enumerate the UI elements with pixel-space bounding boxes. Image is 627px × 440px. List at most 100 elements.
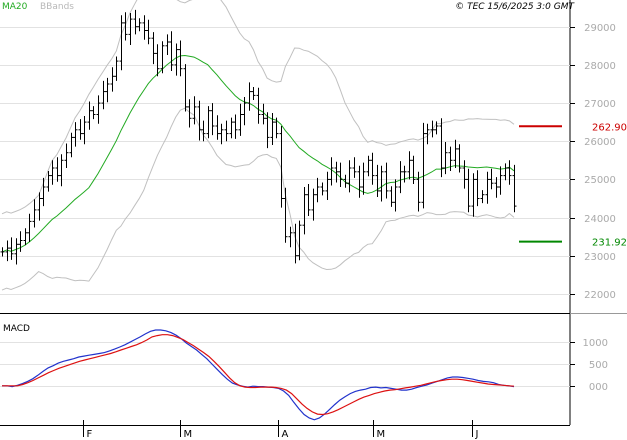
price-bar <box>398 161 403 194</box>
price-bar <box>151 32 156 65</box>
price-bar <box>411 155 416 184</box>
macd-lines <box>2 329 515 421</box>
price-bar <box>14 238 19 265</box>
month-label: F <box>87 429 93 440</box>
price-tick-label: 27000 <box>584 99 616 110</box>
price-bar <box>265 112 270 149</box>
macd-gridlines <box>0 342 575 387</box>
price-bar <box>247 82 252 111</box>
price-tick-label: 23000 <box>584 252 616 263</box>
price-bar <box>192 96 197 125</box>
price-bar <box>439 118 444 178</box>
price-bar <box>238 103 243 136</box>
price-bar <box>379 165 384 202</box>
price-bar <box>32 199 37 228</box>
price-bar <box>224 120 229 142</box>
price-bar <box>288 226 293 248</box>
price-bar <box>498 166 503 195</box>
price-bar <box>512 164 517 213</box>
price-bar <box>242 97 247 126</box>
price-bar <box>475 170 480 207</box>
price-bar <box>23 228 28 246</box>
price-bar <box>457 144 462 173</box>
ma20-line <box>1 54 515 253</box>
price-bar <box>347 160 352 193</box>
price-bar <box>279 126 284 208</box>
price-bar <box>283 187 288 243</box>
price-bar <box>82 116 87 145</box>
price-tick-label: 25000 <box>584 175 616 186</box>
price-bar <box>87 101 92 130</box>
price-bar <box>293 223 298 264</box>
macd-series-signal <box>2 334 515 416</box>
macd-tick-label: 500 <box>589 360 608 371</box>
price-bar <box>489 168 494 190</box>
price-bar <box>178 40 183 77</box>
month-label: A <box>282 429 289 440</box>
price-bar <box>256 87 261 124</box>
price-bar <box>357 165 362 198</box>
price-bar <box>334 161 339 183</box>
price-bar <box>46 171 51 192</box>
legend-bbands: BBands <box>40 2 74 12</box>
price-tick-label: 26000 <box>584 137 616 148</box>
price-bar <box>466 168 471 213</box>
macd-y-axis-labels: 000 500 1000 <box>583 338 608 393</box>
price-bar <box>453 139 458 168</box>
price-bar <box>471 173 476 217</box>
price-tick-label: 22000 <box>584 290 616 301</box>
price-bar <box>480 190 485 204</box>
price-bar <box>41 177 46 207</box>
bband-lower <box>1 107 515 291</box>
price-bar <box>507 160 512 185</box>
price-bar <box>407 151 412 180</box>
price-bars <box>0 9 517 265</box>
price-bar <box>315 177 320 203</box>
price-bar <box>443 142 448 175</box>
price-bar <box>146 19 151 45</box>
price-bar <box>169 31 174 71</box>
price-bar <box>338 162 343 187</box>
price-bar <box>174 43 179 76</box>
price-bar <box>73 122 78 147</box>
price-bar <box>233 114 238 139</box>
price-bar <box>18 231 23 252</box>
price-bar <box>494 177 499 198</box>
macd-tick-label: 000 <box>589 382 608 393</box>
price-bar <box>155 44 160 77</box>
price-bar <box>0 247 5 257</box>
price-bar <box>78 119 83 140</box>
price-bar <box>201 120 206 142</box>
price-bar <box>133 9 138 35</box>
price-bar <box>329 157 334 186</box>
price-bar <box>219 123 224 145</box>
price-bar <box>416 171 421 212</box>
price-bar <box>251 87 256 100</box>
price-bar <box>375 164 380 197</box>
price-gridlines <box>0 27 575 295</box>
price-bar <box>393 179 398 212</box>
price-bar <box>462 160 467 189</box>
ma20-polyline <box>1 54 515 253</box>
price-bar <box>343 174 348 188</box>
price-bar <box>128 13 133 45</box>
price-bar <box>5 240 10 262</box>
price-bar <box>55 157 60 182</box>
price-bar <box>389 186 394 207</box>
price-bar <box>59 154 64 187</box>
price-bar <box>197 100 202 141</box>
price-bar <box>421 122 426 209</box>
price-bar <box>114 56 119 81</box>
price-bar <box>110 67 115 92</box>
bband-upper <box>1 0 515 215</box>
month-label: M <box>377 429 386 440</box>
resistance-label: 262.90 <box>592 122 627 133</box>
price-bar <box>402 165 407 183</box>
price-levels: 262.90 231.92 <box>519 122 627 249</box>
price-bar <box>64 143 69 168</box>
price-tick-label: 24000 <box>584 214 616 225</box>
bollinger-bands <box>1 0 515 291</box>
price-bar <box>206 106 211 139</box>
